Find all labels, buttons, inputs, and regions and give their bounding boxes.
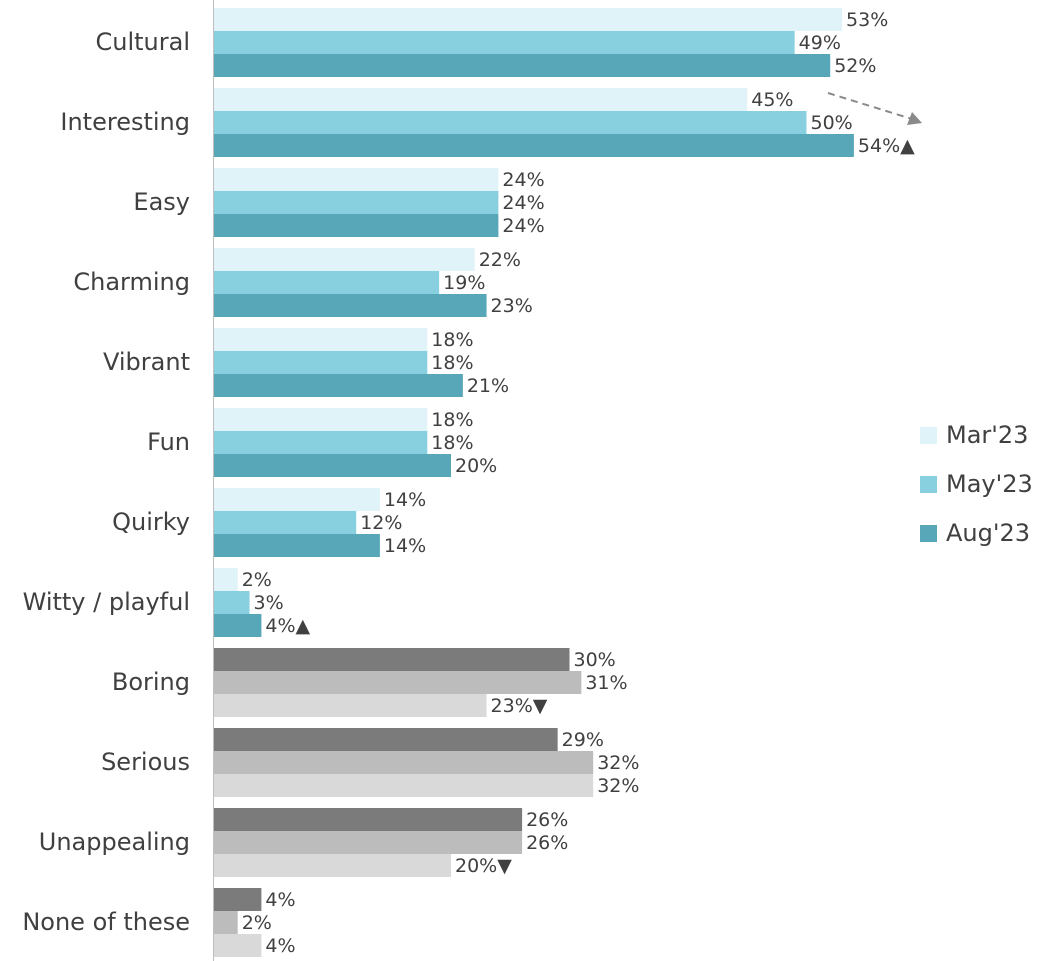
bar [214,911,238,934]
value-label: 24% [502,169,544,191]
category-label: Vibrant [103,348,190,376]
value-label: 4% [265,935,295,957]
category-label: Easy [133,188,190,216]
value-label: 45% [751,89,793,111]
bar [214,728,558,751]
bar [214,934,262,957]
bar [214,808,523,831]
value-label: 14% [384,535,426,557]
bar [214,214,499,237]
bar [214,328,428,351]
bar [214,374,463,397]
value-label: 18% [431,352,473,374]
bar [214,694,487,717]
value-label: 23% [491,295,533,317]
bar [214,8,843,31]
bar [214,488,380,511]
category-label: Witty / playful [23,588,190,616]
value-label: 18% [431,329,473,351]
value-label: 26% [526,809,568,831]
value-label: 22% [479,249,521,271]
bar [214,191,499,214]
bar [214,534,380,557]
category-label: Charming [73,268,190,296]
value-label: 52% [834,55,876,77]
value-label: 31% [585,672,627,694]
bar [214,888,262,911]
bar [214,568,238,591]
bar [214,351,428,374]
legend-swatch [920,476,937,493]
value-label: 21% [467,375,509,397]
legend-label: May'23 [946,470,1033,498]
bar [214,614,262,637]
value-label: 2% [242,912,272,934]
value-label: 29% [562,729,604,751]
bar [214,751,594,774]
value-label: 18% [431,409,473,431]
bar [214,168,499,191]
value-label: 30% [574,649,616,671]
category-label: Cultural [96,28,191,56]
value-label: 24% [502,192,544,214]
bar [214,31,795,54]
category-label: Unappealing [39,828,190,856]
bar [214,774,594,797]
category-label: Fun [147,428,190,456]
value-label: 3% [254,592,284,614]
category-label: Serious [101,748,190,776]
value-label: 50% [811,112,853,134]
value-label: 14% [384,489,426,511]
value-label: 32% [597,775,639,797]
value-label: 20%▼ [455,855,512,877]
bar [214,454,451,477]
bar [214,111,807,134]
bar [214,408,428,431]
legend-label: Aug'23 [946,519,1030,547]
bar [214,271,440,294]
bar [214,831,523,854]
bar [214,671,582,694]
legend-label: Mar'23 [946,421,1028,449]
value-label: 19% [443,272,485,294]
value-label: 53% [846,9,888,31]
category-label: None of these [22,908,190,936]
value-label: 26% [526,832,568,854]
value-label: 24% [502,215,544,237]
value-label: 49% [799,32,841,54]
bar [214,248,475,271]
category-label: Boring [112,668,190,696]
value-label: 32% [597,752,639,774]
bar [214,294,487,317]
bar [214,88,748,111]
category-label: Interesting [60,108,190,136]
value-label: 4% [265,889,295,911]
legend-swatch [920,525,937,542]
bar [214,431,428,454]
value-label: 2% [242,569,272,591]
value-label: 54%▲ [858,135,915,157]
bar [214,648,570,671]
trend-arrow [827,92,913,120]
value-label: 20% [455,455,497,477]
value-label: 12% [360,512,402,534]
bar [214,54,831,77]
value-label: 23%▼ [491,695,548,717]
bar [214,511,357,534]
category-label: Quirky [112,508,190,536]
trend-arrow-head [907,112,922,125]
value-label: 18% [431,432,473,454]
bar [214,591,250,614]
legend-swatch [920,427,937,444]
bar [214,854,451,877]
value-label: 4%▲ [265,615,310,637]
bar [214,134,854,157]
